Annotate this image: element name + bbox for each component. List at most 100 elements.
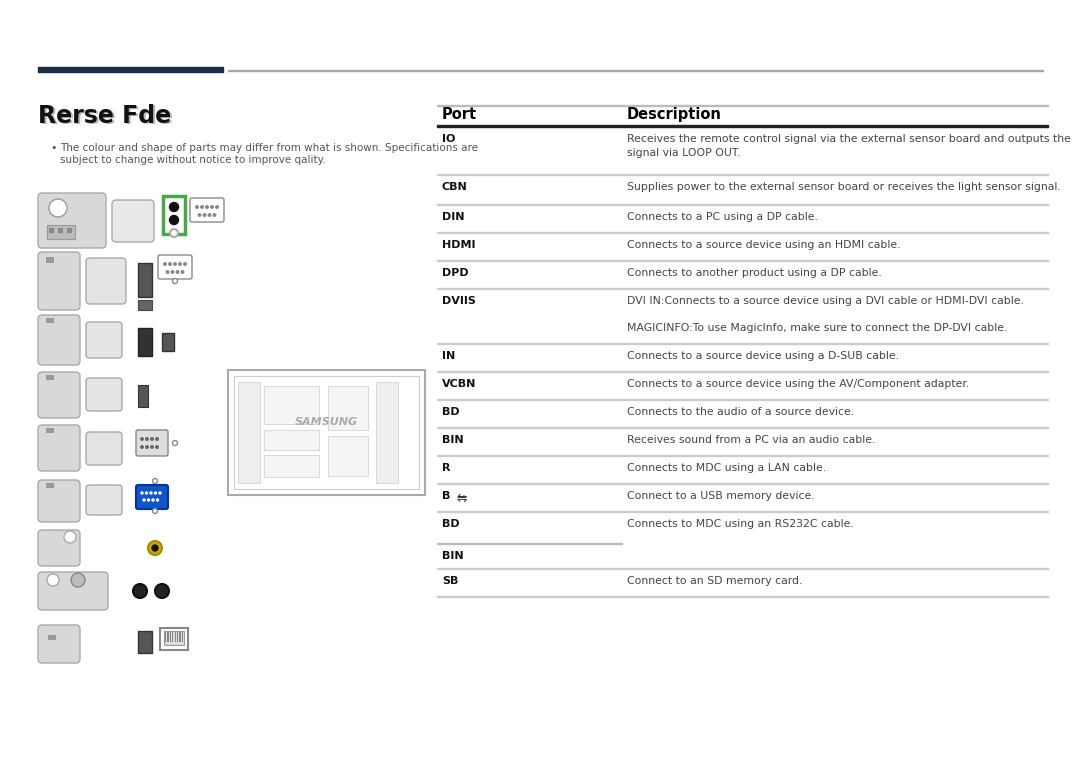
Ellipse shape (156, 584, 168, 598)
Bar (437, 232, 1048, 233)
FancyBboxPatch shape (136, 430, 168, 456)
Ellipse shape (148, 541, 162, 555)
FancyBboxPatch shape (86, 485, 122, 515)
Ellipse shape (148, 499, 149, 501)
Ellipse shape (157, 499, 159, 501)
Bar (165, 632, 166, 642)
Text: Connect to an SD memory card.: Connect to an SD memory card. (627, 576, 802, 586)
Bar (437, 174, 1048, 175)
Ellipse shape (181, 271, 184, 273)
Text: Port: Port (442, 107, 477, 122)
Ellipse shape (146, 446, 148, 448)
Ellipse shape (48, 574, 59, 586)
Ellipse shape (201, 206, 203, 208)
Bar (138, 385, 148, 407)
Ellipse shape (133, 584, 147, 598)
Ellipse shape (64, 531, 76, 543)
Bar (177, 632, 178, 642)
Bar (238, 382, 260, 483)
FancyBboxPatch shape (190, 198, 224, 222)
Ellipse shape (195, 206, 199, 208)
FancyBboxPatch shape (38, 625, 80, 663)
Bar (437, 455, 1048, 456)
Text: BIN: BIN (442, 435, 463, 445)
Bar (437, 399, 1048, 400)
Text: Connects to another product using a DP cable.: Connects to another product using a DP c… (627, 268, 881, 278)
Text: DVIIS: DVIIS (442, 296, 476, 306)
Bar (264, 455, 319, 477)
Bar (138, 631, 152, 653)
Ellipse shape (170, 202, 178, 211)
Ellipse shape (211, 206, 213, 208)
Bar (164, 631, 184, 645)
Bar (376, 382, 399, 483)
Ellipse shape (176, 271, 179, 273)
Bar (179, 632, 180, 642)
Bar (58, 228, 63, 233)
Ellipse shape (49, 199, 67, 217)
Bar (437, 343, 1048, 344)
Ellipse shape (170, 215, 178, 224)
FancyBboxPatch shape (38, 193, 106, 248)
Ellipse shape (146, 438, 148, 440)
Text: DVI IN:Connects to a source device using a DVI cable or HDMI-DVI cable.

MAGICIN: DVI IN:Connects to a source device using… (627, 296, 1024, 333)
Ellipse shape (179, 262, 181, 266)
Bar (138, 300, 152, 310)
FancyBboxPatch shape (136, 485, 168, 509)
Ellipse shape (208, 214, 211, 216)
Bar (48, 225, 75, 239)
Ellipse shape (152, 478, 158, 484)
Text: ⇌: ⇌ (456, 492, 465, 505)
Bar (67, 228, 72, 233)
Bar (228, 370, 426, 495)
Bar (437, 371, 1048, 372)
Bar (437, 596, 1048, 597)
Text: IN: IN (442, 351, 456, 361)
Ellipse shape (154, 492, 157, 494)
Bar (162, 333, 174, 351)
Ellipse shape (173, 278, 177, 284)
Ellipse shape (143, 499, 145, 501)
Text: ⇋: ⇋ (456, 492, 467, 505)
Bar (170, 632, 171, 642)
Bar (437, 105, 1048, 106)
Text: B: B (442, 491, 450, 501)
Text: DPD: DPD (442, 268, 469, 278)
FancyBboxPatch shape (38, 425, 80, 471)
Text: SB: SB (442, 576, 458, 586)
Ellipse shape (213, 214, 216, 216)
Bar (160, 628, 188, 650)
Text: R: R (442, 463, 450, 473)
Bar (437, 427, 1048, 428)
Bar (49, 228, 54, 233)
Text: Rerse Fde: Rerse Fde (40, 105, 173, 129)
Bar (46, 375, 54, 380)
Bar (172, 632, 174, 642)
Text: The colour and shape of parts may differ from what is shown. Specifications are: The colour and shape of parts may differ… (60, 143, 478, 153)
FancyBboxPatch shape (86, 432, 122, 465)
Text: Connects to MDC using a LAN cable.: Connects to MDC using a LAN cable. (627, 463, 826, 473)
Text: Connects to a source device using a D-SUB cable.: Connects to a source device using a D-SU… (627, 351, 899, 361)
Text: DIN: DIN (442, 212, 464, 222)
Bar (264, 430, 319, 450)
FancyBboxPatch shape (86, 322, 122, 358)
Text: VCBN: VCBN (442, 379, 476, 389)
Ellipse shape (150, 492, 152, 494)
Bar (264, 386, 319, 424)
Bar (38, 67, 222, 72)
Text: IO: IO (442, 134, 456, 144)
Text: Description: Description (627, 107, 721, 122)
Text: Connects to the audio of a source device.: Connects to the audio of a source device… (627, 407, 854, 417)
Bar (328, 386, 368, 430)
FancyBboxPatch shape (38, 315, 80, 365)
FancyBboxPatch shape (38, 530, 80, 566)
Ellipse shape (170, 229, 178, 237)
FancyBboxPatch shape (38, 372, 80, 418)
Bar (163, 196, 185, 234)
FancyBboxPatch shape (38, 252, 80, 310)
Ellipse shape (156, 446, 159, 448)
Ellipse shape (216, 206, 218, 208)
Bar (138, 263, 152, 297)
Text: Receives sound from a PC via an audio cable.: Receives sound from a PC via an audio ca… (627, 435, 876, 445)
FancyBboxPatch shape (112, 200, 154, 242)
